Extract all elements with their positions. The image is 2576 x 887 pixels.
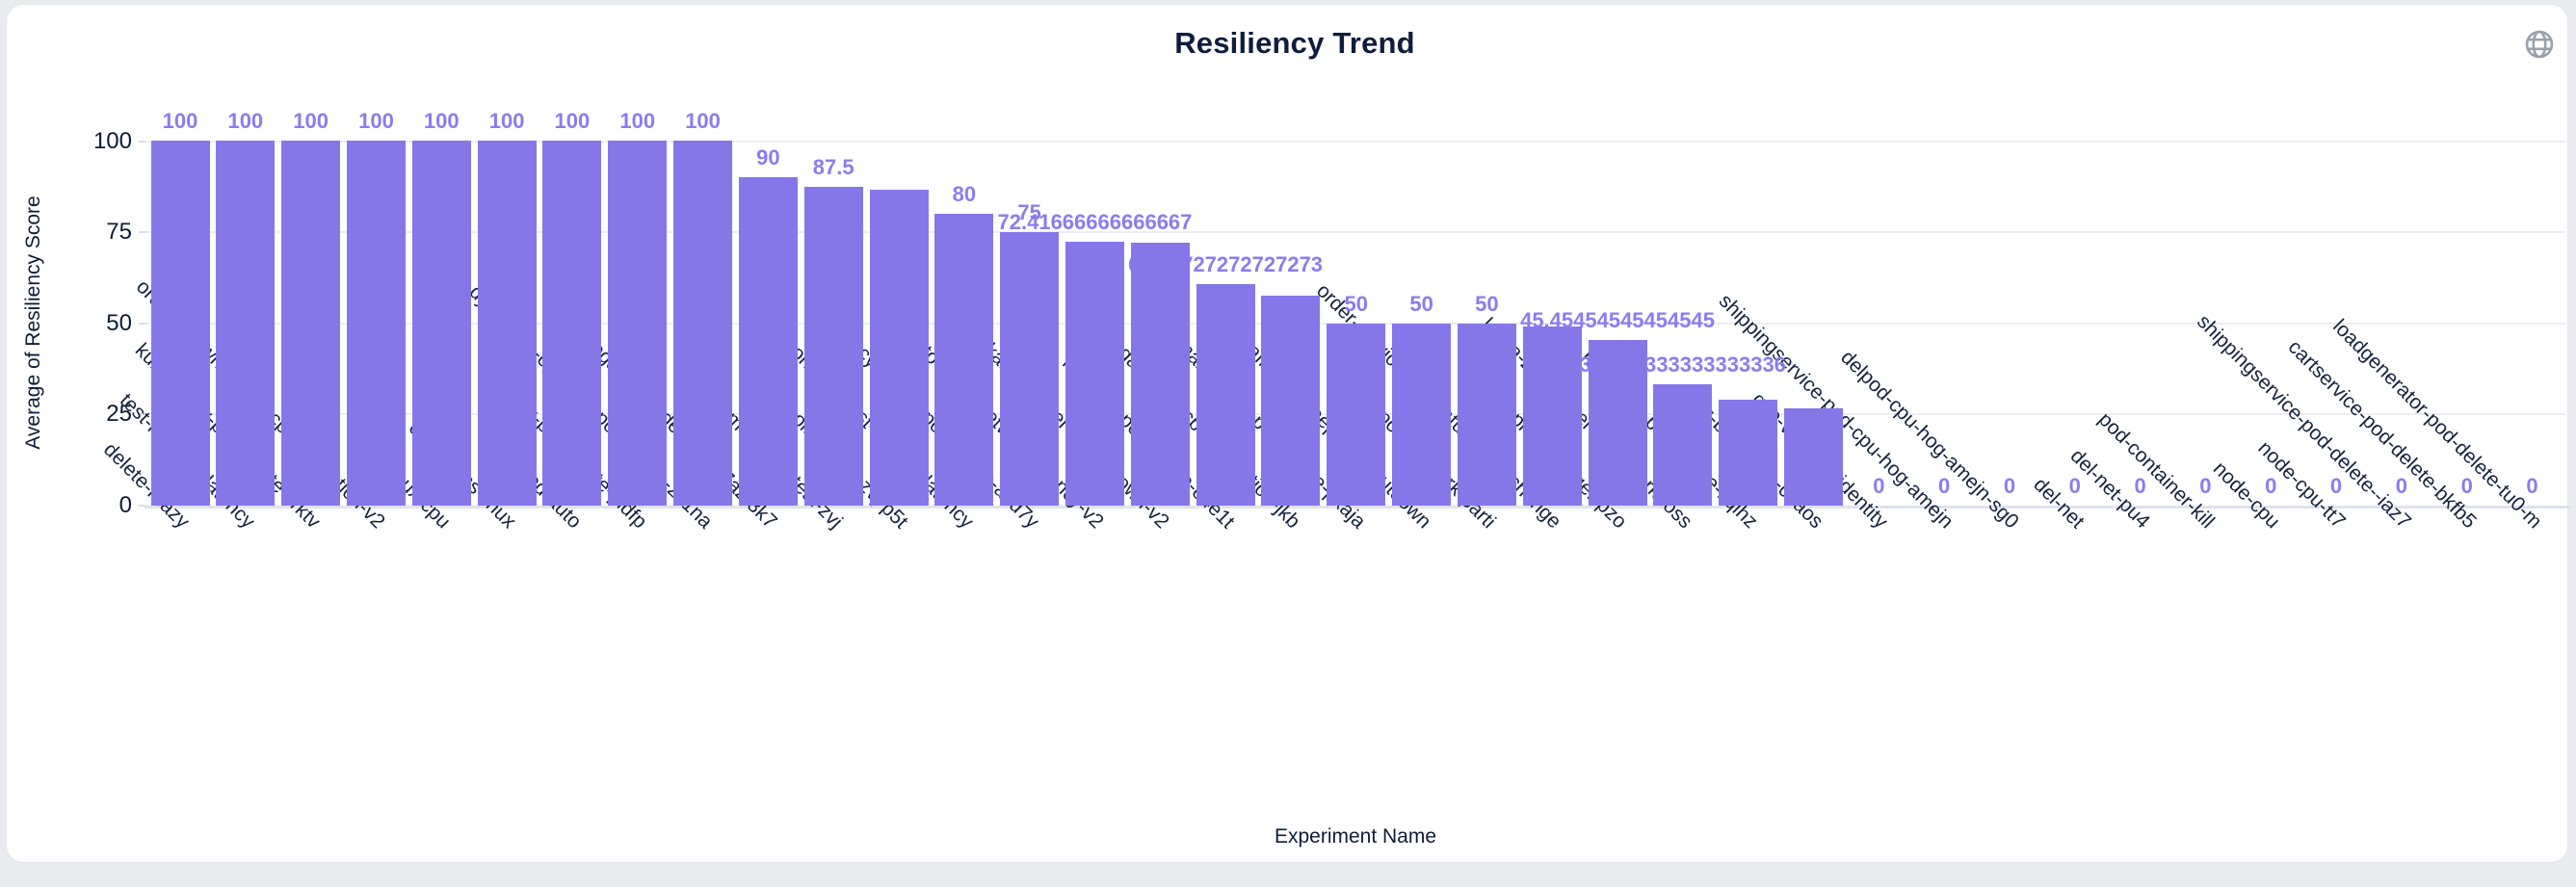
gridline-50 [146, 322, 2565, 325]
bar-pod-auto[interactable] [542, 141, 602, 506]
bar-test-probe-logger-pzo[interactable] [1588, 340, 1647, 506]
bar-value-label: 50 [1409, 292, 1433, 316]
bar-value-label: 100 [358, 109, 394, 133]
bar-value-label: 0 [2526, 474, 2538, 498]
bar-value-label: 0 [2395, 474, 2407, 498]
bar-kafka-zookeeper-2-shutdown[interactable] [1392, 324, 1452, 506]
bar-value-label: 0 [1938, 474, 1951, 498]
bar-delete-rnazy[interactable] [150, 141, 210, 506]
bar-value-label: 80 [952, 182, 977, 206]
bar-value-label: 100 [619, 109, 656, 133]
y-tick-label-25: 25 [106, 401, 132, 428]
gridline-100 [146, 140, 2565, 143]
bar-value-label: 100 [488, 109, 525, 133]
bar-dynatrace-operator-pod-delete-zx1na[interactable] [673, 141, 733, 506]
y-tick-mark-50 [139, 322, 146, 325]
y-tick-label-50: 50 [106, 309, 132, 336]
bar-value-label: 100 [685, 109, 721, 133]
bar-test-network-latency[interactable] [216, 141, 276, 506]
bar-currencyservice-pod-delete-axd7y[interactable] [1000, 232, 1060, 506]
y-tick-mark-25 [139, 413, 146, 416]
bar-lambda-block-tcp-connection-jkb[interactable] [1261, 296, 1321, 506]
y-tick-mark-75 [139, 231, 146, 234]
bar-chart-plot: 0255075100100delete-rnazy100test-network… [7, 5, 2576, 887]
bar-value-label: 100 [227, 109, 264, 133]
bar-frontend-pod-delete-e4e1t[interactable] [1196, 284, 1255, 506]
bar-value-label: 0 [2134, 474, 2146, 498]
bar-value-label: 50 [1475, 292, 1499, 316]
bar-value-label: 0 [2329, 474, 2343, 498]
bar-invoice-to-kafka-network-latency-v2[interactable] [1065, 242, 1124, 506]
bar-value-label: 50 [1344, 292, 1368, 316]
bar-nginx-pod-delete-pldfp[interactable] [608, 141, 668, 506]
bar-orders-slowness-via-cpu-starvation-v2[interactable] [346, 141, 406, 506]
bar-kafka-broker-1-shutdown-v2[interactable] [1130, 243, 1190, 506]
x-axis-title: Experiment Name [1274, 825, 1437, 848]
bar-emailservice-pod-delete-pxaja[interactable] [1327, 324, 1386, 506]
y-tick-label-75: 75 [106, 219, 132, 246]
bar-value-label: 87.5 [812, 155, 854, 179]
bar-value-label: 0 [2199, 474, 2212, 498]
bar-kube-proxy-pod-delete-vrktv[interactable] [281, 141, 341, 506]
bar-value-label: 0 [1873, 474, 1885, 498]
y-tick-label-100: 100 [92, 127, 132, 154]
chart-title: Resiliency Trend [1174, 26, 1415, 60]
y-tick-mark-100 [139, 140, 146, 143]
bar-value-label: 0 [2003, 474, 2016, 498]
bar-value-label: 75 [1017, 200, 1041, 224]
x-category-label: pod-container-kill [2094, 407, 2220, 534]
bar-pod-network-parti[interactable] [1457, 324, 1516, 506]
x-axis-line [145, 506, 2571, 509]
bar-value-label: 0 [2265, 474, 2277, 498]
globe-icon[interactable] [2523, 28, 2556, 61]
bar-kafka-zookeeper-2-network-loss[interactable] [1653, 384, 1713, 506]
y-tick-mark-0 [139, 505, 146, 507]
y-axis-title: Average of Resiliency Score [22, 196, 44, 450]
bar-mongodb-test-zvj[interactable] [803, 187, 863, 506]
bar-value-label: 100 [423, 109, 460, 133]
bar-mongodb-test-zvj-4c1-latency[interactable] [934, 214, 994, 506]
bar-az-blackhole-chaos[interactable] [1784, 408, 1843, 506]
gridline-75 [146, 231, 2565, 234]
bar-value-label: 72.41666666666667 [997, 210, 1193, 234]
bar-value-label: 0 [2068, 474, 2081, 498]
bar-cpu-stress-linux[interactable] [477, 141, 537, 506]
bar-solace-test-zvj-p5t[interactable] [869, 190, 929, 506]
bar-value-label: 100 [554, 109, 591, 133]
bar-value-label: 100 [293, 109, 329, 133]
bar-redis-cart-pod-delete-kqihz[interactable] [1719, 400, 1778, 506]
y-tick-label-0: 0 [118, 492, 132, 518]
bar-linux-cpu[interactable] [411, 141, 471, 506]
bar-value-label: 100 [162, 109, 198, 133]
bar-value-label: 0 [2460, 474, 2473, 498]
bar-value-label: 90 [756, 145, 780, 170]
bar-order-service-api-status-code-change[interactable] [1522, 326, 1582, 506]
bar-smr-delegate-pod-delete-437az-3k7[interactable] [738, 177, 798, 506]
chart-card: Resiliency Trend 0 25 50 75 100 100 delete-rna… [6, 4, 2571, 863]
